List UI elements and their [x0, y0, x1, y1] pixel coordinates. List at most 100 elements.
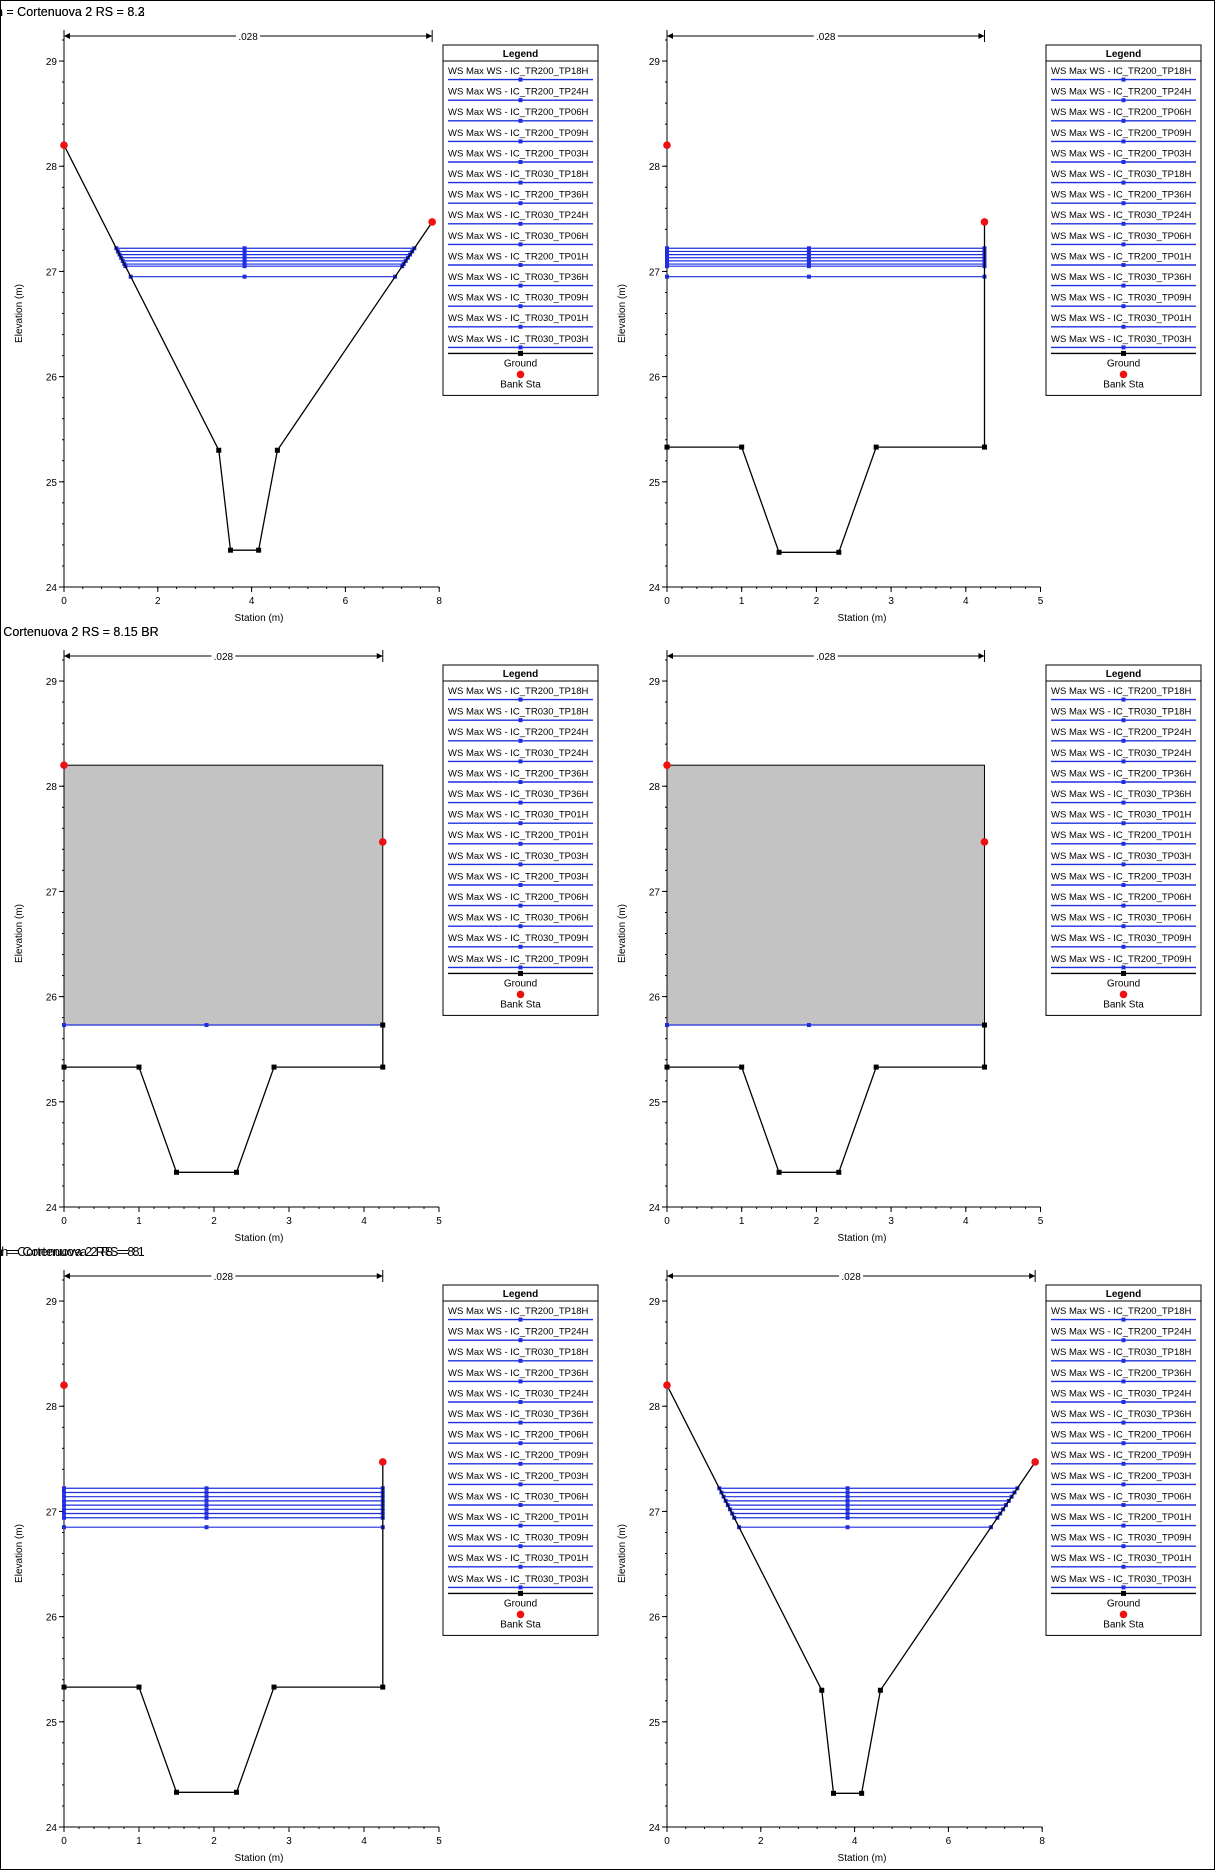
ground-point: [981, 1022, 987, 1028]
y-tick-label: 28: [46, 162, 58, 173]
bank-station-point: [980, 218, 989, 226]
legend-ws-marker: [1121, 283, 1126, 288]
y-axis-label: Elevation (m): [617, 904, 628, 963]
ws-marker: [62, 1494, 66, 1499]
manning-label: .028: [816, 32, 836, 43]
ground-point: [873, 1064, 879, 1070]
ws-marker: [665, 274, 669, 279]
ground-point: [664, 444, 670, 450]
legend-entry: WS Max WS - IC_TR030_TP06H: [448, 231, 589, 242]
legend-ws-marker: [1121, 139, 1126, 144]
legend-ws-marker: [518, 324, 523, 329]
ws-marker: [806, 1023, 811, 1028]
ws-marker: [845, 1494, 850, 1499]
legend-entry: WS Max WS - IC_TR200_TP36H: [1051, 768, 1192, 779]
ground-point: [739, 444, 745, 450]
ws-marker: [806, 258, 811, 263]
legend-title: Legend: [503, 669, 539, 680]
manning-arrow-right: [376, 653, 383, 659]
legend-box: [1045, 44, 1202, 396]
legend: Legend WS Max WS - IC_TR200_TP18H WS Max W…: [442, 44, 599, 396]
y-tick-label: 27: [649, 1507, 661, 1518]
x-tick-label: 4: [852, 1836, 858, 1847]
ws-marker: [806, 262, 811, 267]
legend-ws-marker: [518, 883, 523, 887]
legend-ws-marker: [518, 800, 523, 805]
legend-entry: WS Max WS - IC_TR200_TP24H: [448, 87, 589, 98]
y-tick-label: 27: [46, 887, 58, 898]
legend-ws-marker: [1121, 924, 1126, 929]
legend-ws-marker: [518, 304, 523, 309]
legend-ws-marker: [1121, 738, 1126, 743]
x-axis-label: Station (m): [235, 1853, 284, 1864]
legend-bank-label: Bank Sta: [500, 999, 541, 1010]
legend-ws-marker: [1121, 1482, 1126, 1487]
legend-ws-marker: [1121, 1358, 1126, 1363]
legend-ws-marker: [518, 903, 523, 908]
legend-bank-label: Bank Sta: [1103, 999, 1144, 1010]
legend-entry: WS Max WS - IC_TR200_TP06H: [1051, 892, 1192, 903]
x-axis-label: Station (m): [235, 1233, 284, 1244]
legend-entry: WS Max WS - IC_TR030_TP09H: [1051, 1533, 1192, 1544]
legend-entry: WS Max WS - IC_TR200_TP18H: [448, 1306, 589, 1317]
y-tick-label: 24: [649, 583, 661, 594]
legend-entry: WS Max WS - IC_TR200_TP24H: [1051, 727, 1192, 738]
legend-ws-marker: [518, 718, 523, 723]
ws-marker: [242, 246, 247, 251]
legend-entry: WS Max WS - IC_TR200_TP01H: [1051, 251, 1192, 262]
ground-point: [981, 1064, 987, 1070]
legend-entry: WS Max WS - IC_TR030_TP01H: [448, 810, 589, 821]
legend-entry: WS Max WS - IC_TR030_TP03H: [1051, 1574, 1192, 1585]
manning-label-bg: [839, 1270, 864, 1281]
legend-entry: WS Max WS - IC_TR030_TP09H: [1051, 293, 1192, 304]
legend-entry: WS Max WS - IC_TR030_TP01H: [1051, 313, 1192, 324]
x-tick-label: 0: [61, 1836, 67, 1847]
legend-box: [442, 44, 599, 396]
legend-ws-marker: [518, 118, 523, 123]
legend-ws-marker: [1121, 98, 1126, 103]
ground-point: [739, 1064, 745, 1070]
legend-entry: WS Max WS - IC_TR030_TP03H: [448, 1574, 589, 1585]
x-tick-label: 4: [963, 596, 969, 607]
legend-entry: WS Max WS - IC_TR200_TP03H: [1051, 148, 1192, 159]
legend-ground-marker: [518, 350, 523, 356]
legend-bank-label: Bank Sta: [1103, 1619, 1144, 1630]
bank-station-point: [60, 761, 68, 769]
legend-entry: WS Max WS - IC_TR200_TP18H: [448, 66, 589, 77]
legend-ws-marker: [1121, 201, 1126, 206]
x-tick-label: 3: [888, 1216, 894, 1227]
chart-panel-2: River = Cortenuova Reach = Cortenuova 2 …: [0, 5, 1202, 624]
ground-point: [873, 444, 879, 450]
legend-ws-marker: [1121, 759, 1126, 764]
x-tick-label: 0: [61, 596, 67, 607]
x-axis-label: Station (m): [838, 1853, 887, 1864]
bank-station-point: [60, 141, 68, 149]
ground-point: [380, 1022, 386, 1028]
y-tick-label: 29: [649, 677, 661, 688]
legend-entry: WS Max WS - IC_TR030_TP24H: [1051, 210, 1192, 221]
legend-entry: WS Max WS - IC_TR200_TP09H: [1051, 1450, 1192, 1461]
legend-ws-marker: [518, 180, 523, 185]
legend-entry: WS Max WS - IC_TR200_TP36H: [1051, 1368, 1192, 1379]
ground-point: [836, 549, 842, 555]
legend-entry: WS Max WS - IC_TR030_TP06H: [1051, 1491, 1192, 1502]
y-tick-label: 26: [649, 1613, 661, 1624]
legend-ws-marker: [518, 944, 523, 949]
legend-entry: WS Max WS - IC_TR200_TP24H: [1051, 1327, 1192, 1338]
legend-entry: WS Max WS - IC_TR030_TP09H: [448, 933, 589, 944]
x-tick-label: 0: [664, 1216, 670, 1227]
legend-entry: WS Max WS - IC_TR200_TP01H: [448, 1512, 589, 1523]
x-axis-label: Station (m): [235, 613, 284, 624]
legend-title: Legend: [1106, 1289, 1142, 1300]
x-tick-label: 4: [963, 1216, 969, 1227]
x-tick-label: 2: [155, 596, 161, 607]
x-tick-label: 1: [739, 596, 745, 607]
chart-panel-1: River = Cortenuova Reach = Cortenuova 2 …: [0, 5, 599, 624]
legend-entry: WS Max WS - IC_TR030_TP01H: [448, 1553, 589, 1564]
legend-ws-marker: [518, 1482, 523, 1487]
ws-marker: [806, 274, 811, 279]
manning-label: .028: [214, 1272, 234, 1283]
bank-station-point: [663, 761, 671, 769]
legend-bank-marker: [516, 990, 525, 999]
ws-marker: [204, 1511, 209, 1516]
